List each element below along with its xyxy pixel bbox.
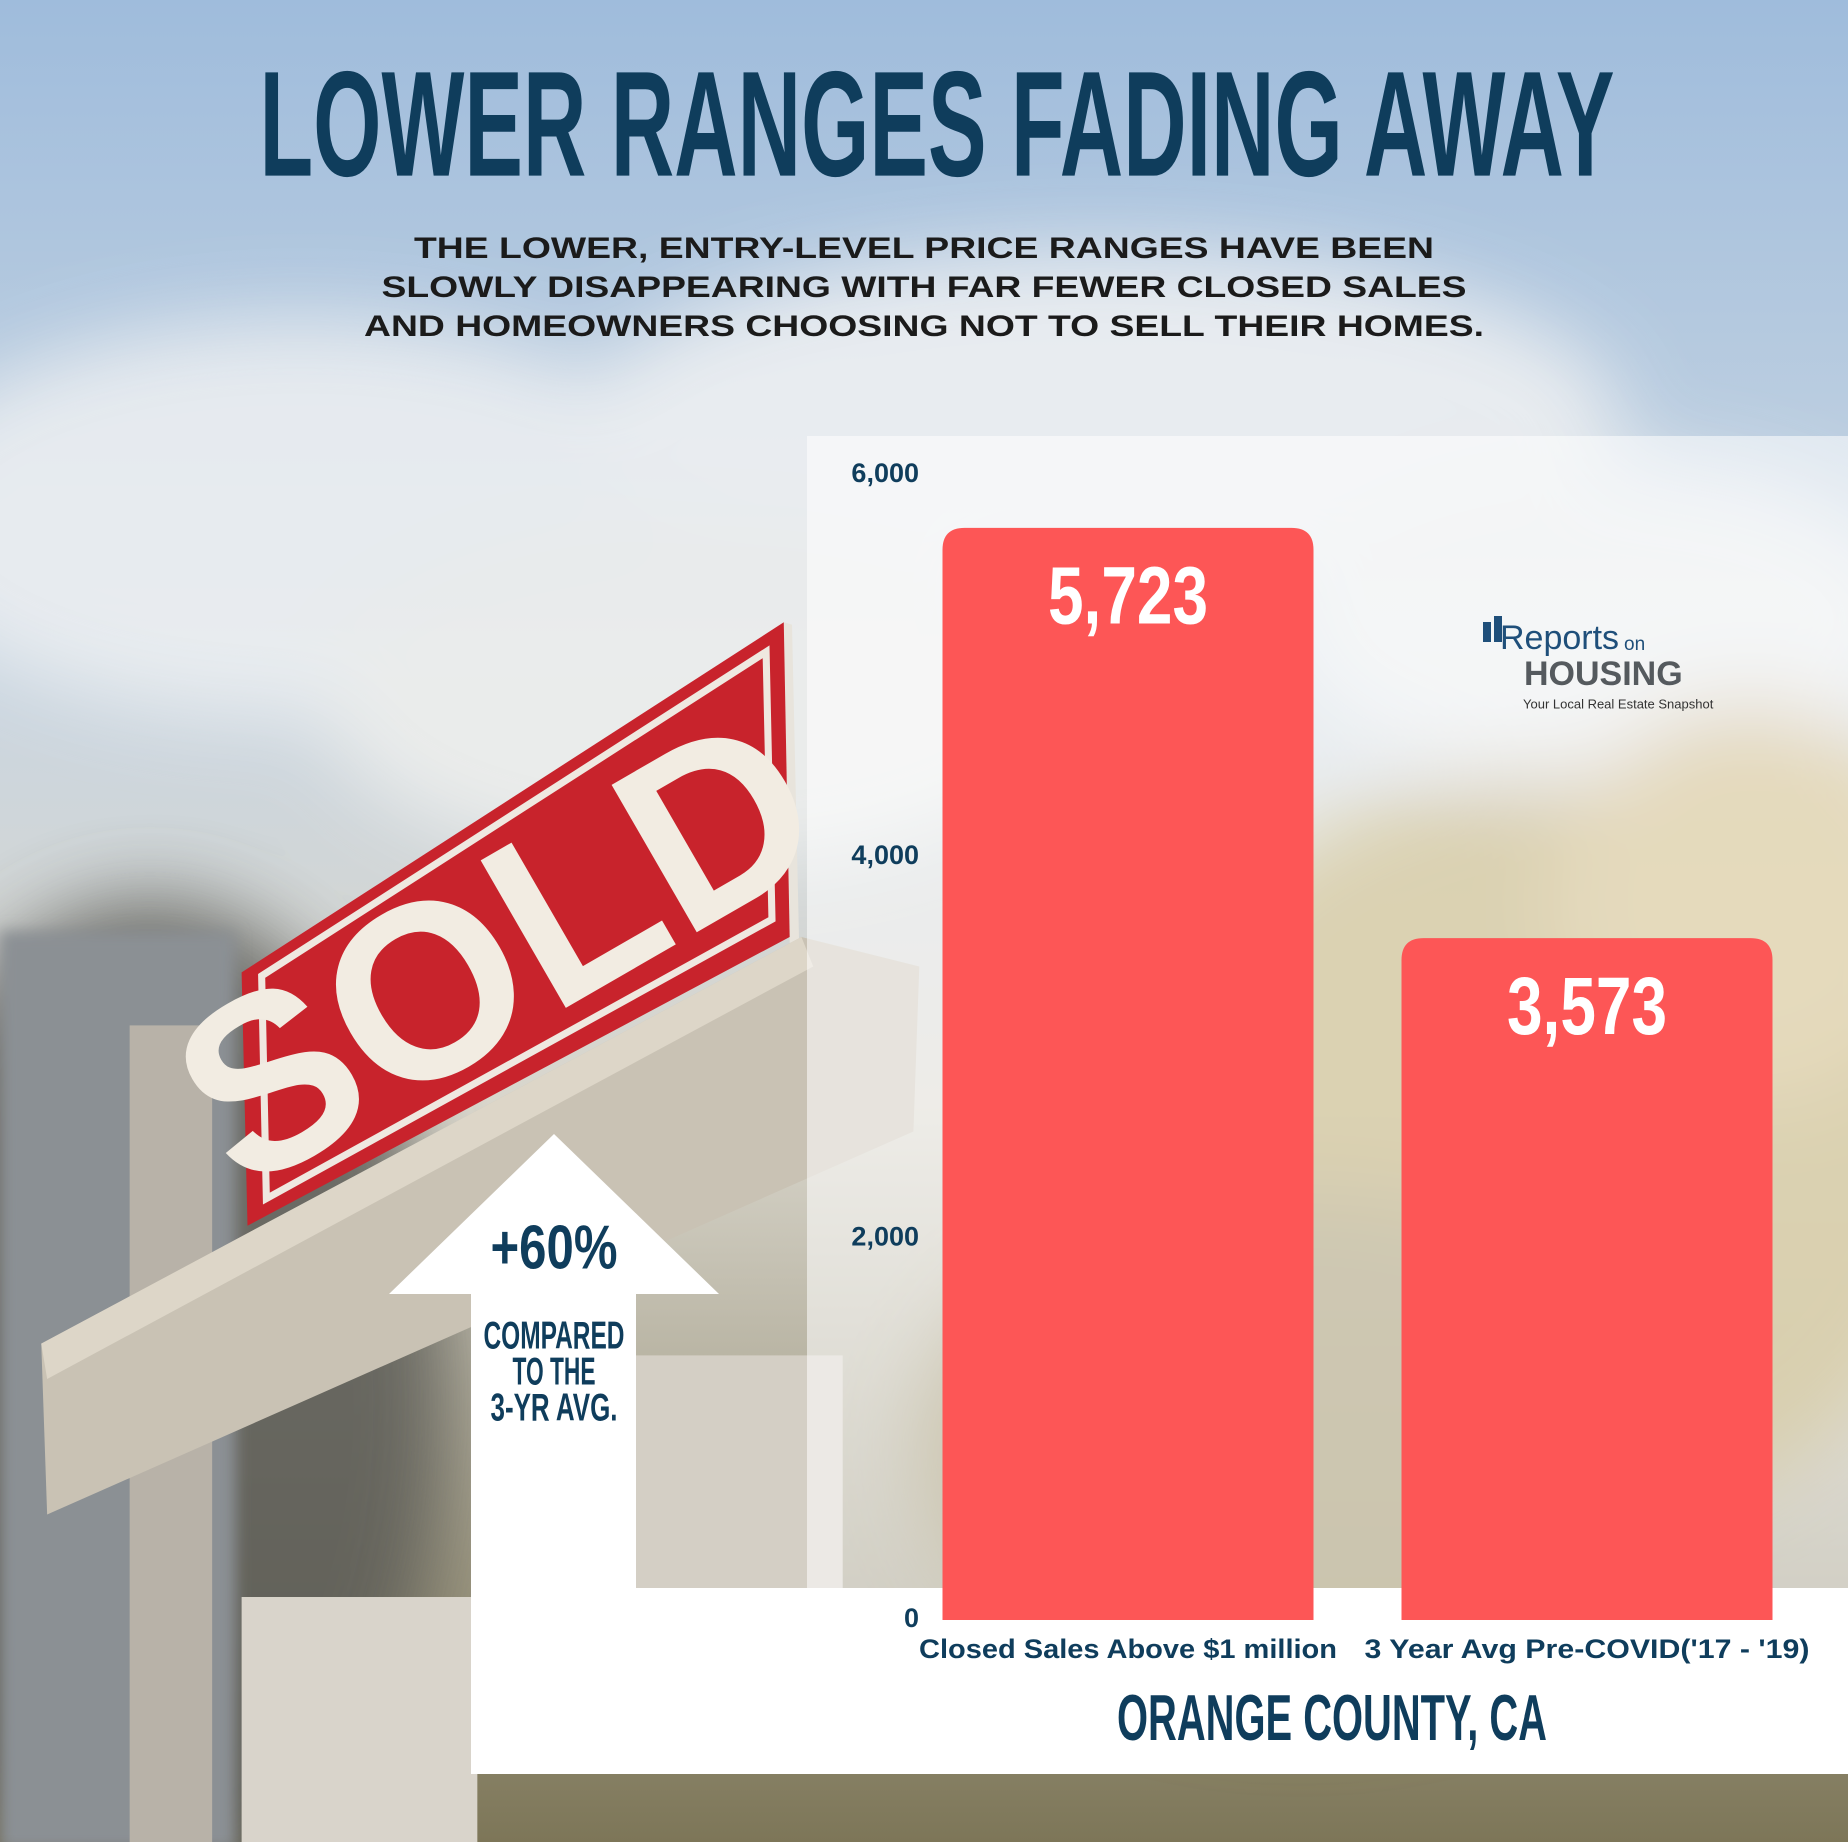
subtitle-line: THE LOWER, ENTRY-LEVEL PRICE RANGES HAVE… xyxy=(414,232,1434,265)
subtitle-line: AND HOMEOWNERS CHOOSING NOT TO SELL THEI… xyxy=(364,310,1484,343)
logo: Reports on HOUSING Your Local Real Estat… xyxy=(1483,616,1714,711)
annotation-note: COMPARED xyxy=(484,1314,625,1357)
value-label: 3,573 xyxy=(1507,961,1667,1052)
annotation-change: +60% xyxy=(491,1213,618,1282)
annotation-note: 3-YR AVG. xyxy=(491,1386,618,1429)
y-tick-label: 4,000 xyxy=(851,840,919,870)
logo-name: on xyxy=(1624,634,1645,655)
y-tick-label: 0 xyxy=(904,1603,919,1633)
y-tick-label: 2,000 xyxy=(851,1221,919,1251)
subtitle-line: SLOWLY DISAPPEARING WITH FAR FEWER CLOSE… xyxy=(382,271,1467,304)
logo-tagline: Your Local Real Estate Snapshot xyxy=(1523,696,1714,711)
chart-title: LOWER RANGES FADING AWAY xyxy=(260,40,1615,208)
logo-name: HOUSING xyxy=(1524,655,1683,693)
value-label: 5,723 xyxy=(1048,551,1208,642)
x-tick-label: Closed Sales Above $1 million xyxy=(919,1634,1337,1664)
y-tick-label: 6,000 xyxy=(851,458,919,488)
annotation-note: TO THE xyxy=(513,1350,596,1393)
x-axis-label: ORANGE COUNTY, CA xyxy=(1117,1681,1547,1754)
logo-name: Reports xyxy=(1500,619,1619,657)
bar xyxy=(942,527,1314,1620)
bar xyxy=(1401,938,1773,1620)
x-tick-label: 3 Year Avg Pre-COVID('17 - '19) xyxy=(1365,1634,1810,1664)
